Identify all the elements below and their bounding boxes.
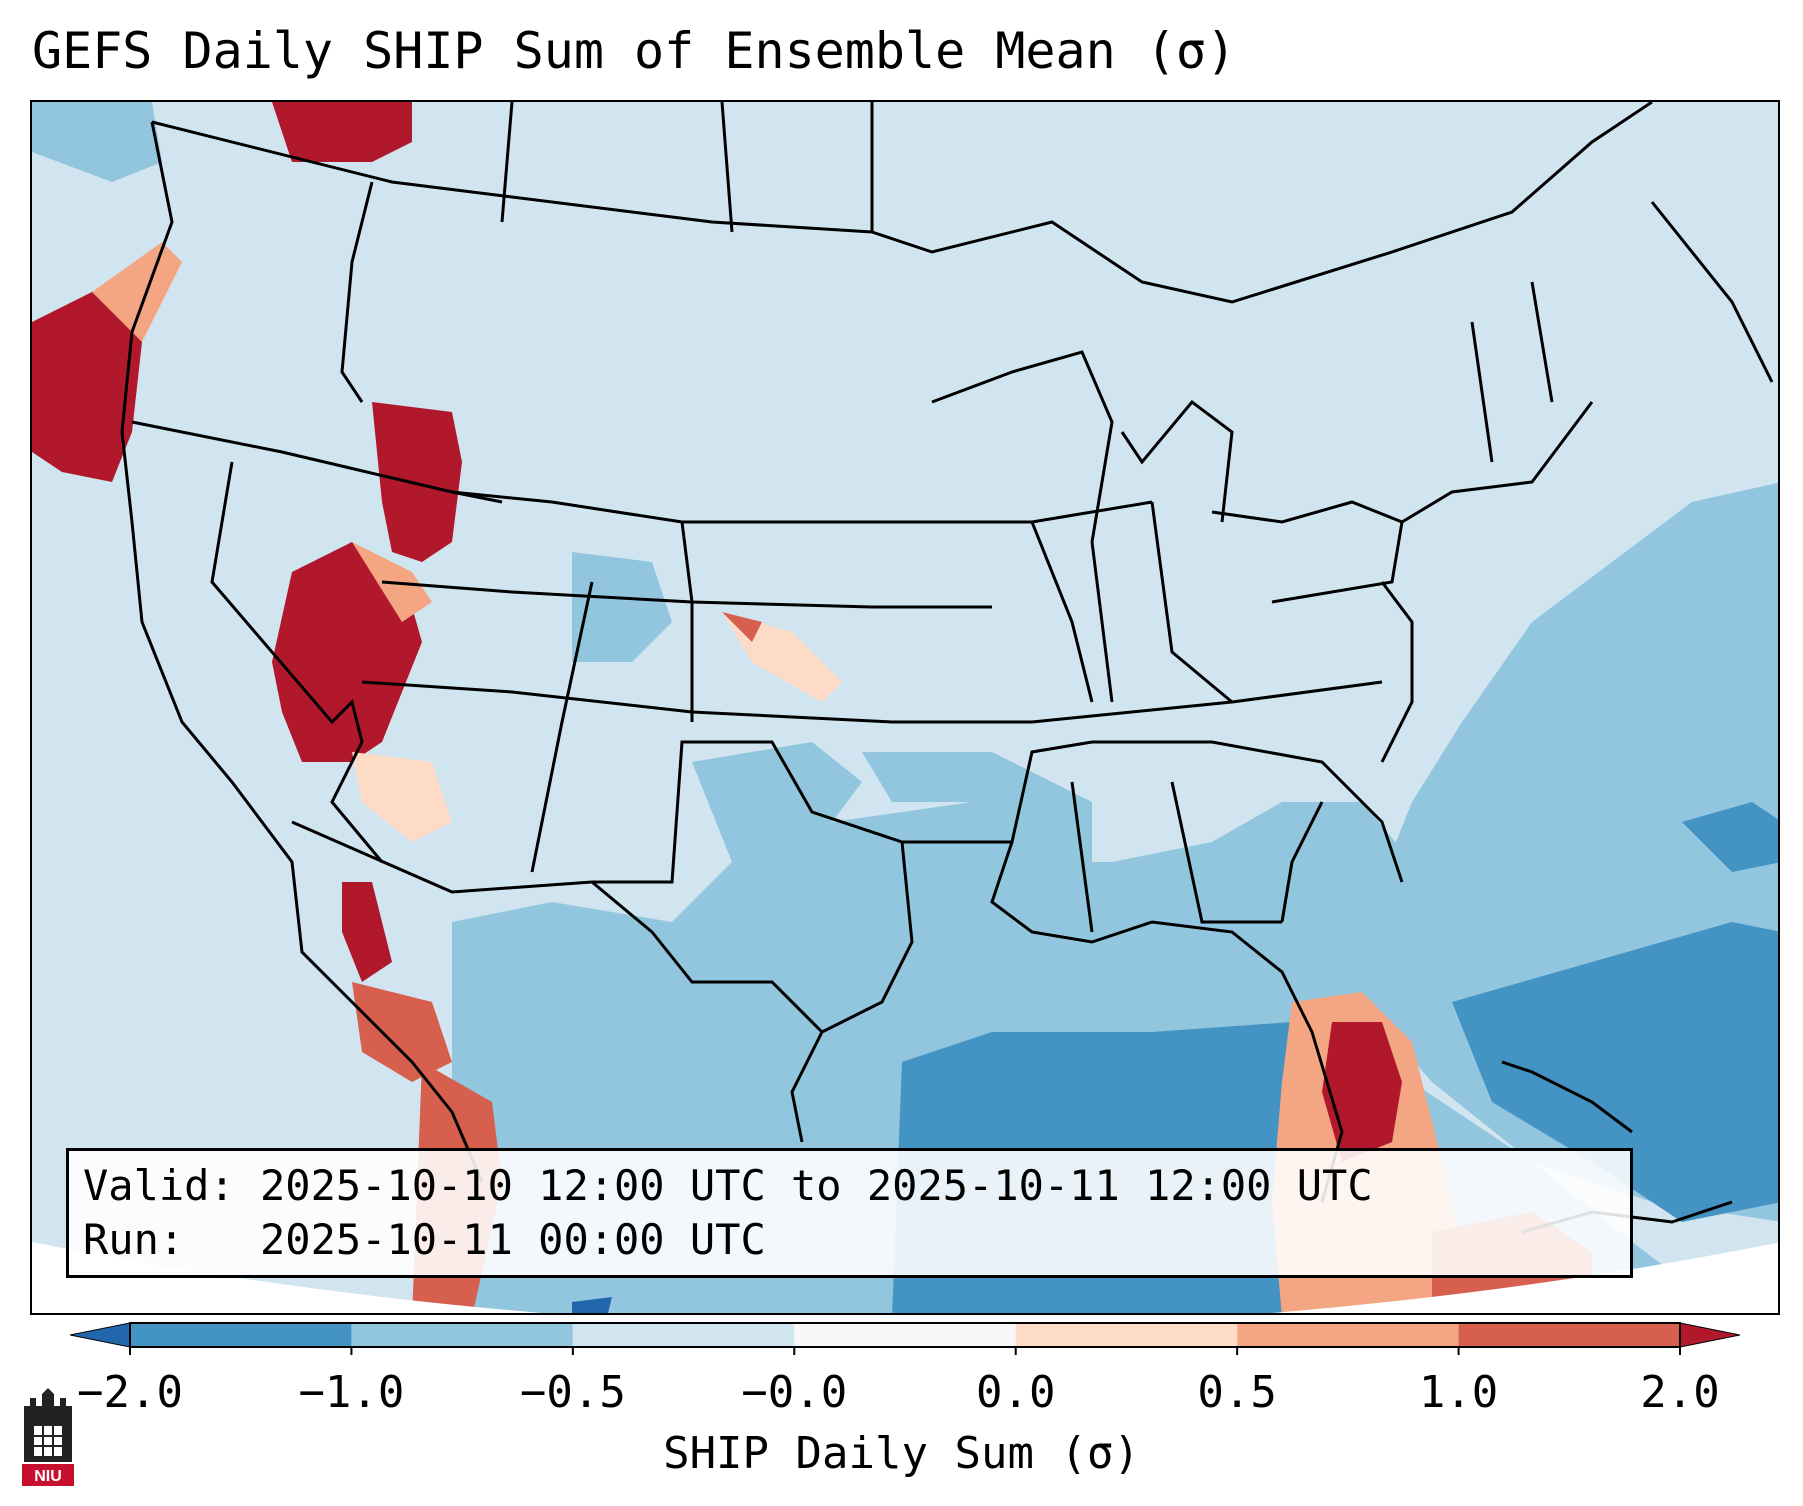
colorbar-label: SHIP Daily Sum (σ) <box>663 1428 1140 1479</box>
colorbar-segment <box>1458 1323 1680 1347</box>
colorbar-tick-label: −0.5 <box>519 1367 626 1418</box>
colorbar-segment <box>1237 1323 1459 1347</box>
niu-logo-icon: NIU <box>22 1388 74 1486</box>
map-title: GEFS Daily SHIP Sum of Ensemble Mean (σ) <box>32 22 1237 80</box>
colorbar-tick-label: −0.0 <box>741 1367 848 1418</box>
colorbar <box>70 1322 1740 1355</box>
colorbar-tick-label: 2.0 <box>1640 1367 1720 1418</box>
run-label: Run: <box>83 1215 185 1264</box>
valid-label: Valid: <box>83 1161 235 1210</box>
valid-value: 2025-10-10 12:00 UTC to 2025-10-11 12:00… <box>260 1161 1373 1210</box>
colorbar-segment <box>130 1323 352 1347</box>
state-borders <box>120 102 1774 1234</box>
colorbar-tick-label: −1.0 <box>298 1367 405 1418</box>
svg-text:NIU: NIU <box>34 1468 62 1485</box>
colorbar-under-extend <box>70 1322 131 1348</box>
colorbar-tick-label: 1.0 <box>1418 1367 1499 1418</box>
colorbar-tick-label: −2.0 <box>77 1367 183 1418</box>
colorbar-segment <box>572 1323 795 1347</box>
colorbar-segment <box>794 1323 1016 1347</box>
run-value: 2025-10-11 00:00 UTC <box>260 1215 766 1264</box>
colorbar-over-extend <box>1679 1322 1740 1348</box>
map-panel <box>30 100 1780 1315</box>
valid-run-box: Valid: 2025-10-10 12:00 UTC to 2025-10-1… <box>66 1148 1633 1278</box>
colorbar-segment <box>1015 1323 1238 1347</box>
field-shading <box>32 102 1778 1313</box>
colorbar-tick-label: 0.0 <box>975 1367 1056 1418</box>
colorbar-segment <box>351 1323 573 1347</box>
colorbar-tick-label: 0.5 <box>1197 1367 1277 1418</box>
map-canvas <box>32 102 1778 1313</box>
